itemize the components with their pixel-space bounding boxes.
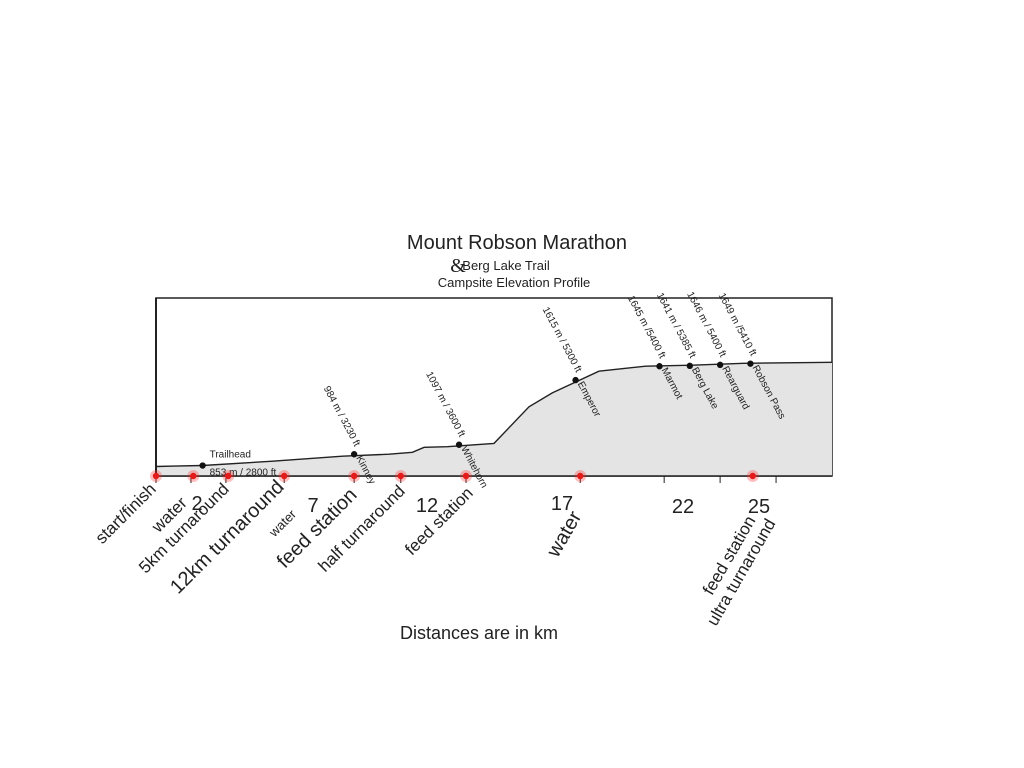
chart-subtitle-2: Campsite Elevation Profile: [438, 275, 590, 290]
chart-subtitle-amp: &: [450, 255, 466, 277]
elevation-area: [156, 362, 832, 476]
campsite-marker: [747, 360, 754, 367]
x-tick-label: 12: [416, 495, 438, 517]
campsite-elevation: 853 m / 2800 ft: [210, 468, 277, 479]
campsite-elevation: 984 m / 3230 ft: [321, 384, 362, 448]
campsite-marker: [656, 363, 663, 370]
campsite-marker: [716, 361, 724, 369]
campsite-elevation: 1615 m / 5300 ft: [540, 305, 584, 374]
race-label: water: [542, 507, 586, 562]
x-tick-label: 22: [672, 496, 694, 518]
chart-title: Mount Robson Marathon: [407, 232, 627, 254]
campsite-marker: [350, 451, 358, 458]
race-label: feed station: [401, 483, 477, 559]
campsite-marker: [686, 362, 694, 370]
campsite-label: Trailhead: [210, 450, 251, 461]
race-point: [749, 472, 756, 480]
campsite-marker: [572, 376, 579, 384]
x-tick-label: 2: [191, 493, 202, 515]
race-point: [152, 472, 160, 480]
race-point: [190, 472, 197, 480]
campsite-elevation: 1097 m / 3600 ft: [423, 370, 467, 439]
race-point: [397, 472, 404, 480]
x-tick-label: 7: [307, 495, 318, 517]
campsite-marker: [455, 441, 463, 448]
race-point: [281, 472, 288, 480]
race-points: [150, 470, 759, 482]
campsite-marker: [199, 462, 206, 469]
race-point: [462, 472, 470, 480]
race-point: [577, 472, 584, 480]
race-label: start/finish: [92, 479, 160, 547]
race-point: [350, 472, 358, 480]
x-tick-label: 25: [748, 496, 770, 518]
chart-footnote: Distances are in km: [400, 623, 558, 643]
race-point: [225, 472, 232, 480]
x-tick-label: 17: [551, 493, 573, 515]
chart-subtitle: Berg Lake Trail: [462, 258, 550, 273]
